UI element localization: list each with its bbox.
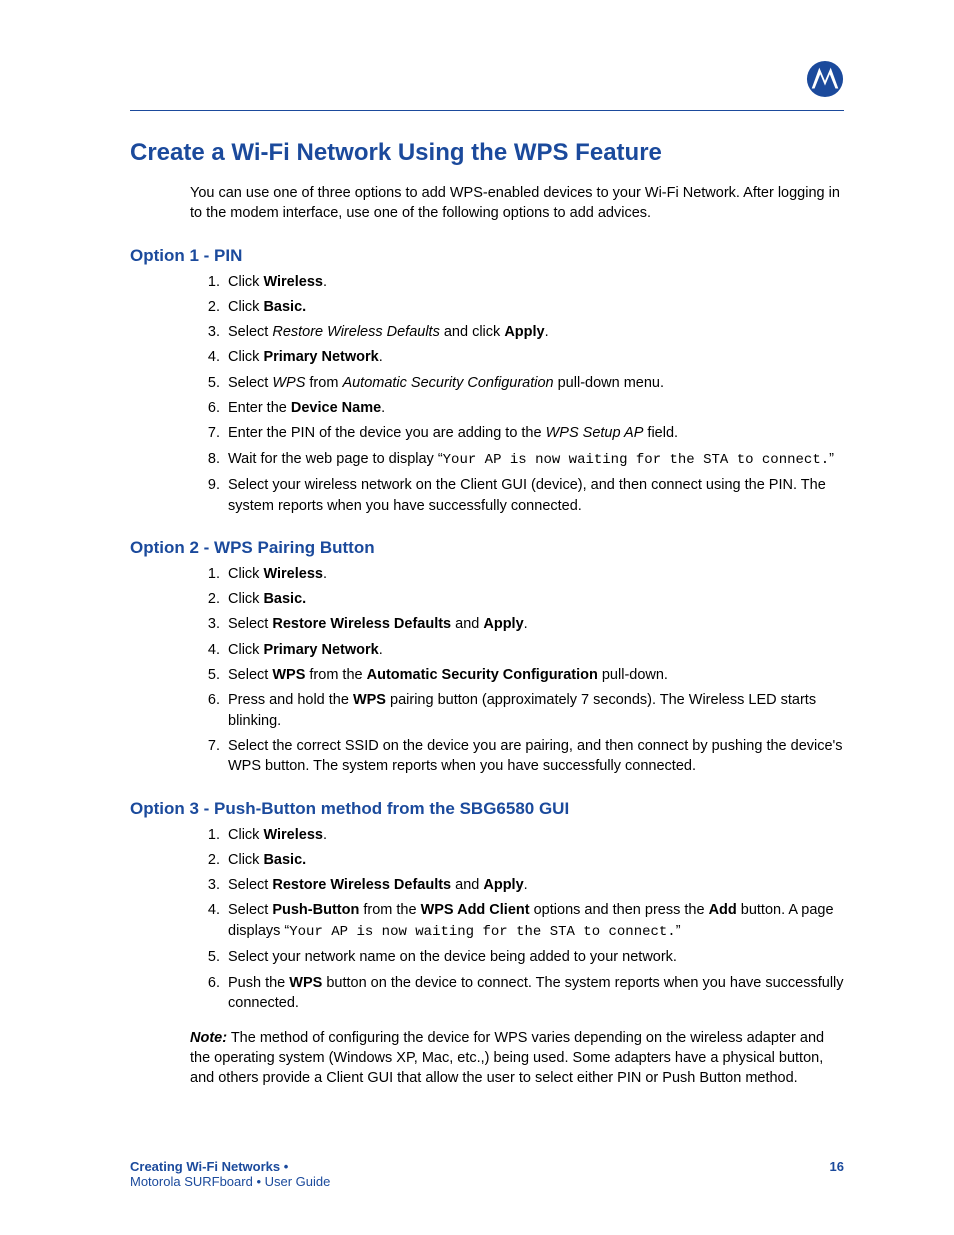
option3-list: Click Wireless. Click Basic. Select Restor…	[190, 825, 844, 1014]
intro-text: You can use one of three options to add …	[190, 183, 844, 224]
option2-list: Click Wireless. Click Basic. Select Restor…	[190, 564, 844, 777]
list-item: Wait for the web page to display “Your A…	[224, 449, 844, 471]
page-footer: 16 Creating Wi-Fi Networks • Motorola SU…	[130, 1159, 844, 1189]
list-item: Click Wireless.	[224, 272, 844, 292]
list-item: Click Primary Network.	[224, 347, 844, 367]
list-item: Click Wireless.	[224, 564, 844, 584]
footer-section: Creating Wi-Fi Networks •	[130, 1159, 288, 1174]
option1-list: Click Wireless. Click Basic. Select Restor…	[190, 272, 844, 516]
list-item: Press and hold the WPS pairing button (a…	[224, 690, 844, 731]
list-item: Click Primary Network.	[224, 640, 844, 660]
list-item: Push the WPS button on the device to con…	[224, 973, 844, 1014]
footer-page-number: 16	[830, 1159, 844, 1174]
option2-heading: Option 2 - WPS Pairing Button	[130, 538, 844, 558]
note-text: Note: The method of configuring the devi…	[190, 1028, 844, 1089]
option3-heading: Option 3 - Push-Button method from the S…	[130, 799, 844, 819]
list-item: Click Basic.	[224, 850, 844, 870]
list-item: Select Restore Wireless Defaults and cli…	[224, 322, 844, 342]
list-item: Select the correct SSID on the device yo…	[224, 736, 844, 777]
footer-guide: Motorola SURFboard • User Guide	[130, 1174, 330, 1189]
list-item: Enter the Device Name.	[224, 398, 844, 418]
list-item: Select your wireless network on the Clie…	[224, 475, 844, 516]
list-item: Click Basic.	[224, 589, 844, 609]
list-item: Select Restore Wireless Defaults and App…	[224, 614, 844, 634]
list-item: Select WPS from the Automatic Security C…	[224, 665, 844, 685]
header-rule	[130, 110, 844, 111]
list-item: Select Restore Wireless Defaults and App…	[224, 875, 844, 895]
list-item: Select WPS from Automatic Security Confi…	[224, 373, 844, 393]
list-item: Click Wireless.	[224, 825, 844, 845]
list-item: Click Basic.	[224, 297, 844, 317]
list-item: Enter the PIN of the device you are addi…	[224, 423, 844, 443]
page-title: Create a Wi-Fi Network Using the WPS Fea…	[130, 139, 844, 167]
document-page: Create a Wi-Fi Network Using the WPS Fea…	[0, 0, 954, 1229]
list-item: Select your network name on the device b…	[224, 947, 844, 967]
option1-heading: Option 1 - PIN	[130, 246, 844, 266]
motorola-logo-icon	[806, 60, 844, 98]
list-item: Select Push-Button from the WPS Add Clie…	[224, 900, 844, 942]
